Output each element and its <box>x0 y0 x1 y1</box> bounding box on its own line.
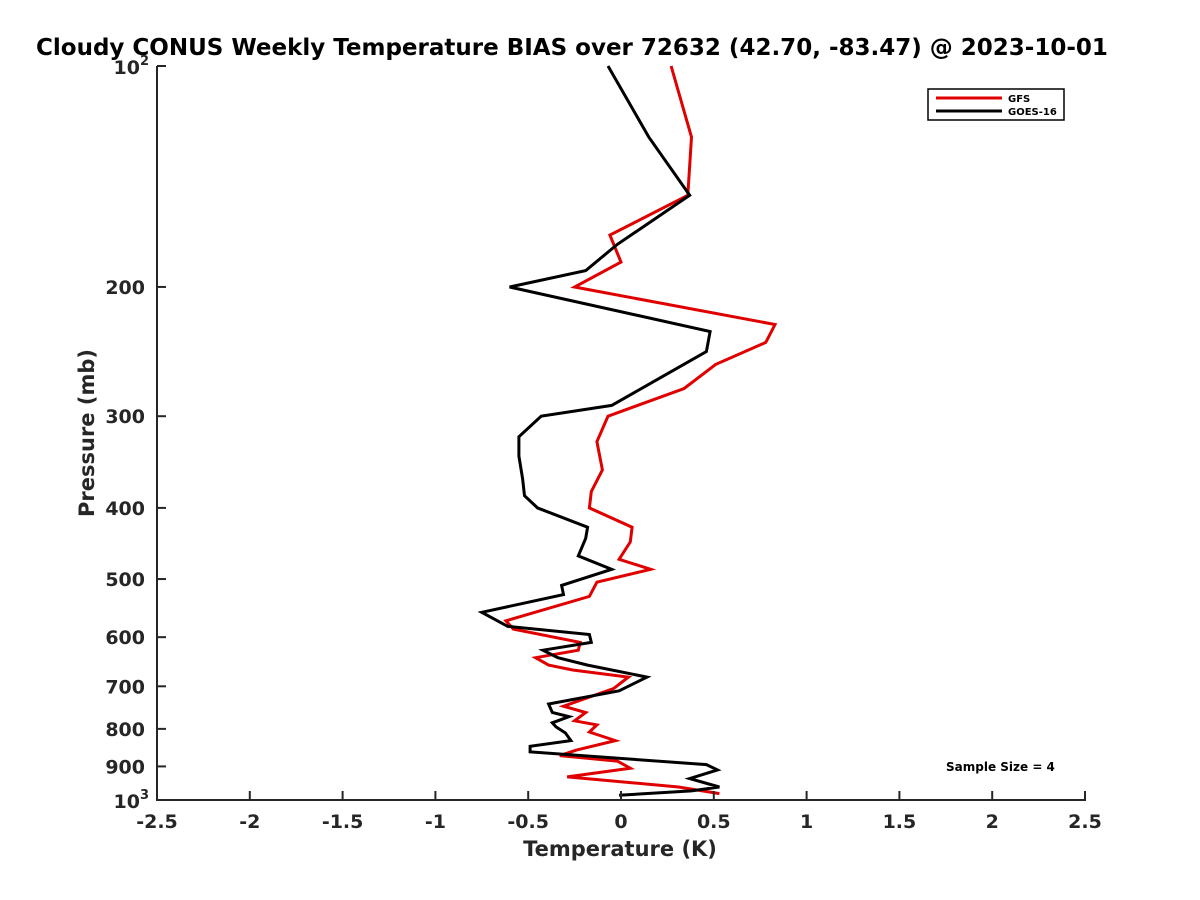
y-tick-label: 103 <box>114 788 150 813</box>
x-tick-label: 0.5 <box>697 811 731 833</box>
y-tick-label: 300 <box>105 406 145 428</box>
plot-lines <box>477 65 778 797</box>
y-tick-label: 600 <box>105 627 145 649</box>
x-axis-label: Temperature (K) <box>523 837 717 861</box>
series-line-goes-16 <box>477 65 722 797</box>
y-tick-label: 102 <box>114 54 150 79</box>
chart-title: Cloudy CONUS Weekly Temperature BIAS ove… <box>36 35 1108 61</box>
legend-box <box>927 88 1065 121</box>
y-axis-label: Pressure (mb) <box>75 349 99 517</box>
x-tick-label: 2.5 <box>1068 811 1102 833</box>
legend: GFS GOES-16 <box>927 88 1065 121</box>
legend-label: GFS <box>1008 94 1030 105</box>
y-axis-ticks: 102 200 300 400 500 600 700 800 900 103 <box>105 54 166 813</box>
y-tick-label: 700 <box>105 676 145 698</box>
y-tick-label: 400 <box>105 498 145 520</box>
series-line-gfs <box>503 65 778 796</box>
x-tick-label: 0 <box>614 811 627 833</box>
x-tick-label: -2 <box>239 811 260 833</box>
x-axis-ticks: -2.5 -2 -1.5 -1 -0.5 0 0.5 1 1.5 2 2.5 <box>136 791 1102 833</box>
y-tick-label: 800 <box>105 719 145 741</box>
x-tick-label: -1.5 <box>322 811 364 833</box>
x-tick-label: 1 <box>800 811 813 833</box>
x-tick-label: -2.5 <box>136 811 178 833</box>
x-tick-label: 2 <box>986 811 999 833</box>
x-tick-label: -0.5 <box>507 811 549 833</box>
y-tick-label: 500 <box>105 569 145 591</box>
y-tick-label: 900 <box>105 756 145 778</box>
sample-size-annotation: Sample Size = 4 <box>946 760 1055 774</box>
x-tick-label: -1 <box>425 811 446 833</box>
y-tick-label: 200 <box>105 277 145 299</box>
legend-label: GOES-16 <box>1008 107 1057 118</box>
x-tick-label: 1.5 <box>883 811 917 833</box>
